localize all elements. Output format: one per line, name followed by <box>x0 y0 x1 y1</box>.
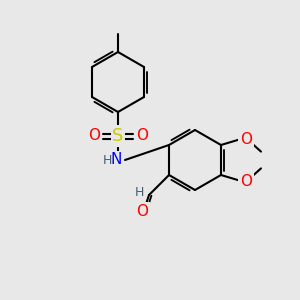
Text: S: S <box>112 127 124 145</box>
Text: O: O <box>88 128 100 143</box>
Text: O: O <box>240 173 252 188</box>
Text: O: O <box>136 203 148 218</box>
Text: H: H <box>134 187 144 200</box>
Text: H: H <box>102 154 112 167</box>
Text: O: O <box>240 131 252 146</box>
Text: O: O <box>136 128 148 143</box>
Text: N: N <box>110 152 122 167</box>
